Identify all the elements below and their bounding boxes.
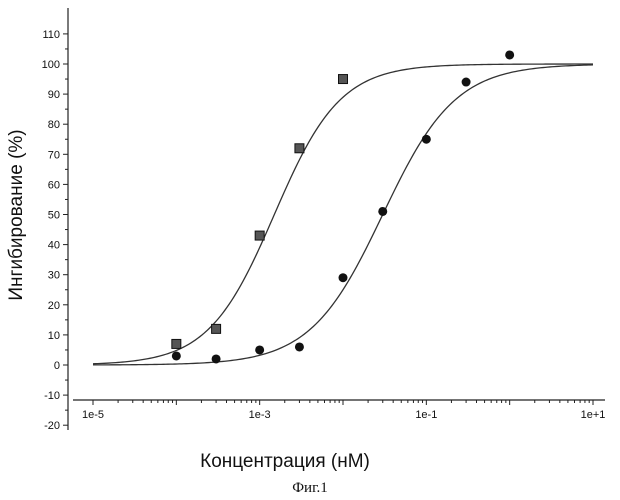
circle-marker [172, 351, 181, 360]
x-tick-label: 1e-1 [415, 409, 437, 421]
x-tick-label: 1e+1 [581, 409, 606, 421]
circle-marker [212, 354, 221, 363]
y-tick-label: 90 [48, 89, 60, 101]
square-marker [295, 144, 304, 153]
square-marker [212, 324, 221, 333]
figure-caption: Фиг.1 [292, 480, 328, 496]
y-axis-title: Ингибирование (%) [6, 129, 27, 300]
y-tick-label: 70 [48, 149, 60, 161]
y-tick-label: 40 [48, 240, 60, 252]
circle-marker [505, 50, 514, 59]
x-axis: 1e-5 1e-3 1e-1 1e+1 [73, 400, 605, 421]
y-tick-label: 10 [48, 330, 60, 342]
y-tick-label: 0 [54, 360, 60, 372]
fit-curve-series-1 [93, 64, 593, 364]
y-tick-label: 60 [48, 179, 60, 191]
fit-curves [93, 64, 593, 365]
square-marker [339, 75, 348, 84]
x-axis-title: Концентрация (нМ) [200, 451, 370, 472]
x-tick-label: 1e-5 [82, 409, 104, 421]
circle-marker [339, 273, 348, 282]
square-marker [172, 339, 181, 348]
circle-marker [462, 78, 471, 87]
fit-curve-series-2 [93, 65, 593, 365]
y-tick-label: 20 [48, 300, 60, 312]
y-tick-label: 50 [48, 210, 60, 222]
y-axis: -20 -10 0 10 20 30 40 50 60 70 80 90 100 110 [42, 8, 68, 432]
y-tick-label: -10 [44, 390, 60, 402]
y-tick-label: -20 [44, 420, 60, 432]
y-tick-label: 110 [42, 29, 60, 41]
y-tick-label: 30 [48, 270, 60, 282]
circle-marker [422, 135, 431, 144]
circle-marker [255, 345, 264, 354]
y-tick-label: 100 [42, 59, 60, 71]
circle-marker [378, 207, 387, 216]
square-marker [255, 231, 264, 240]
y-tick-label: 80 [48, 119, 60, 131]
circle-marker [295, 342, 304, 351]
x-tick-label: 1e-3 [249, 409, 271, 421]
